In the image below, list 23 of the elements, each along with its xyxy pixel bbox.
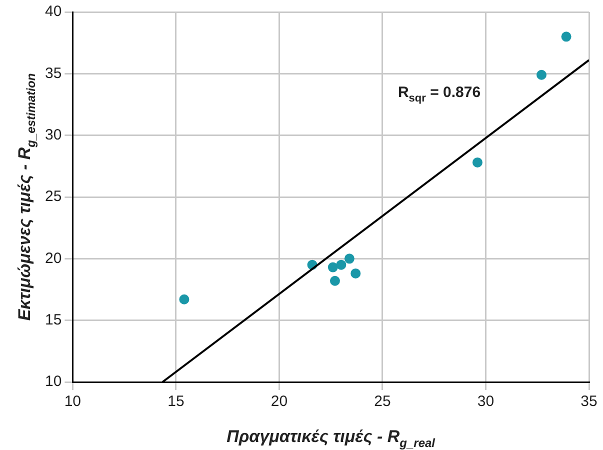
x-tick-label: 30 <box>477 393 494 410</box>
x-tick-label: 15 <box>168 393 184 410</box>
y-tick-label: 15 <box>44 311 62 328</box>
y-tick-label: 35 <box>44 64 62 82</box>
y-axis-title: Εκτιμώμενες τιμές - Rg_estimation <box>15 73 38 321</box>
point <box>350 268 361 278</box>
x-tick-label: 35 <box>580 393 598 410</box>
point <box>536 70 546 80</box>
y-tick-label: 10 <box>44 373 62 390</box>
x-tick-label: 20 <box>270 393 288 410</box>
x-tick-label: 25 <box>374 393 391 410</box>
y-tick-label: 20 <box>44 250 62 267</box>
y-tick-label: 30 <box>44 126 62 144</box>
point <box>179 294 190 304</box>
point <box>344 254 354 264</box>
point <box>472 157 482 168</box>
point <box>336 260 346 270</box>
y-tick-label: 25 <box>44 188 62 206</box>
x-tick-label: 10 <box>64 393 82 410</box>
point <box>330 276 340 286</box>
point <box>561 32 572 42</box>
y-tick-label: 40 <box>44 3 62 20</box>
point <box>328 262 338 272</box>
